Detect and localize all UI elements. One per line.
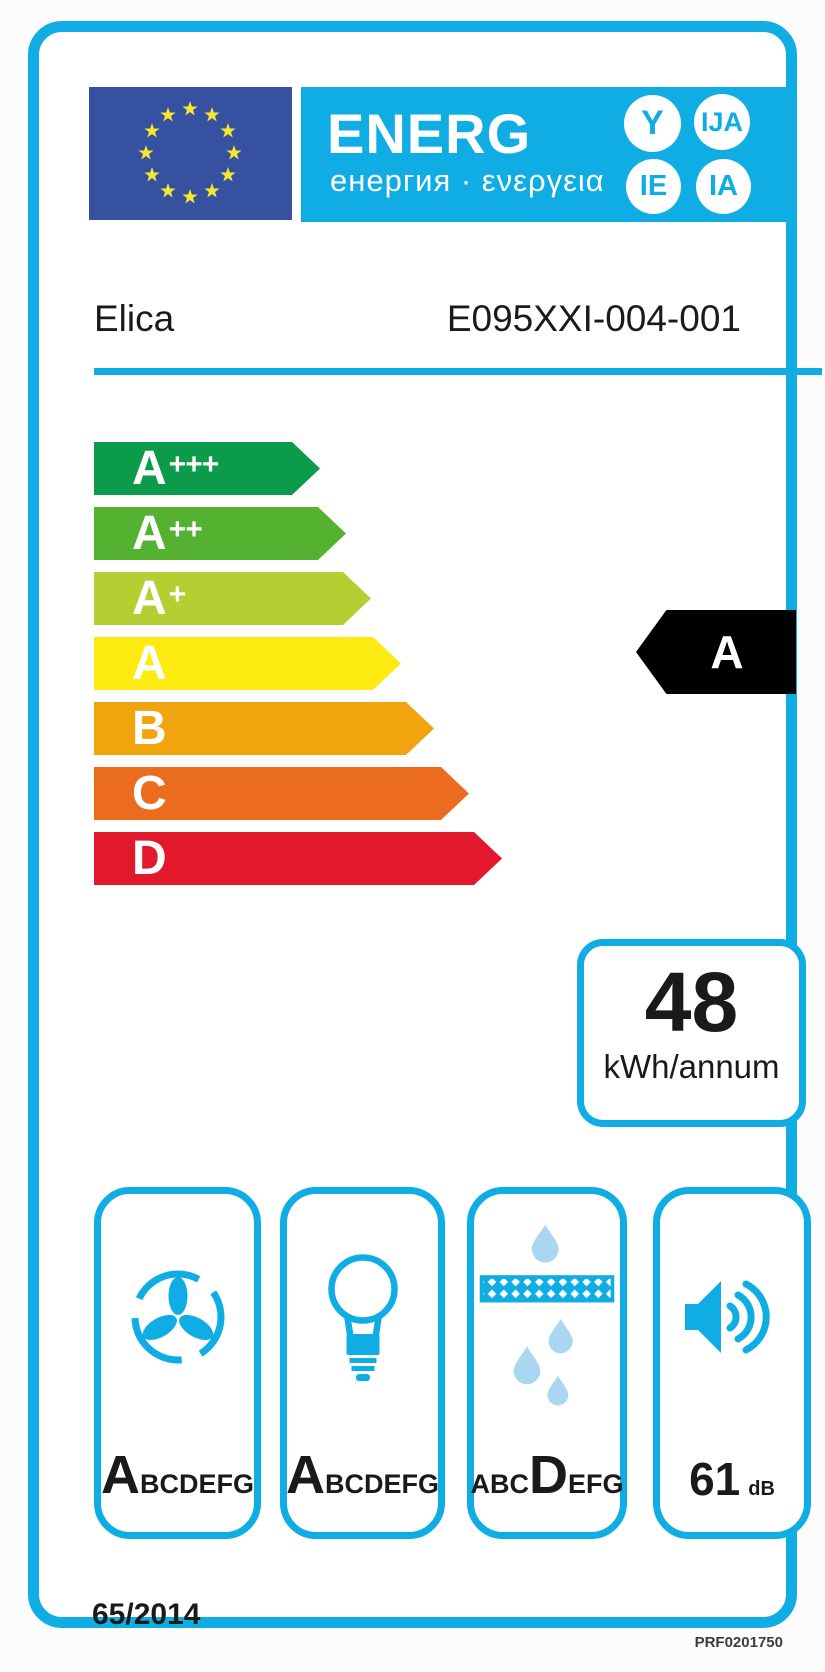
letters-after: EFG [568, 1469, 624, 1499]
class-letter: D [132, 832, 167, 885]
fan-class-letters: A BCDEFG [101, 1444, 254, 1506]
class-arrow-B: B [94, 702, 434, 755]
class-arrow-Ap: A+ [94, 572, 371, 625]
noise-letters: 61 dB [660, 1452, 804, 1506]
letters-after: BCDEFG [140, 1469, 254, 1499]
feature-box-fan: A BCDEFG [94, 1187, 261, 1539]
badge-energy-ija: IJA [694, 94, 750, 150]
class-letter: A [132, 572, 167, 625]
badge-energy-ie: IE [626, 159, 681, 214]
lightbulb-icon [287, 1232, 438, 1402]
energ-title: ENERG [327, 102, 532, 165]
class-arrow-D: D [94, 832, 502, 885]
rated-class-letter: A [710, 626, 744, 678]
brand-name: Elica [94, 298, 175, 339]
feature-box-grease-filter: ABC D EFG [467, 1187, 627, 1539]
class-suffix: ++ [168, 513, 202, 546]
regulation-number: 65/2014 [92, 1598, 201, 1631]
class-letter: A [286, 1445, 325, 1505]
class-arrow-App: A++ [94, 507, 346, 560]
filter-class-letters: ABC D EFG [470, 1444, 624, 1506]
feature-box-noise: 61 dB [653, 1187, 811, 1539]
consumption-value: 48 [644, 955, 739, 1049]
letters-before: ABC [470, 1469, 530, 1499]
lighting-class-letters: A BCDEFG [286, 1444, 439, 1506]
class-suffix: +++ [168, 448, 219, 481]
noise-value: 61 [689, 1453, 741, 1505]
class-letter: D [529, 1445, 568, 1505]
consumption-unit: kWh/annum [603, 1047, 780, 1085]
class-letter: A [132, 507, 167, 560]
letters-after: BCDEFG [325, 1469, 439, 1499]
class-letter: A [132, 637, 167, 690]
class-letter: A [132, 442, 167, 495]
class-arrow-A: A [94, 637, 401, 690]
fan-icon [101, 1232, 254, 1402]
class-arrow-Appp: A+++ [94, 442, 320, 495]
speaker-icon [660, 1232, 804, 1402]
grease-filter-icon [474, 1224, 620, 1406]
class-letter: A [101, 1445, 140, 1505]
badge-energy-y: Y [624, 95, 681, 152]
feature-box-lighting: A BCDEFG [280, 1187, 445, 1539]
divider-rule [94, 368, 822, 375]
model-number: E095XXI-004-001 [446, 298, 741, 339]
noise-unit: dB [748, 1478, 775, 1500]
class-letter: B [132, 702, 167, 755]
class-letter: C [132, 767, 167, 820]
energy-consumption-box: 48 kWh/annum [577, 939, 806, 1127]
product-code: PRF0201750 [694, 1634, 783, 1651]
label-frame: ENERG енергия · ενεργεια Y IJA IE IA Eli… [28, 21, 822, 1631]
rated-class-arrow: A [636, 610, 796, 694]
class-arrow-C: C [94, 767, 469, 820]
eu-flag-icon [89, 87, 292, 220]
energy-class-scale: A+++ A++ A+ A B C D [94, 442, 554, 897]
class-suffix: + [168, 578, 186, 611]
badge-energy-ia: IA [696, 159, 751, 214]
energ-subtitle: енергия · ενεργεια [330, 163, 605, 198]
